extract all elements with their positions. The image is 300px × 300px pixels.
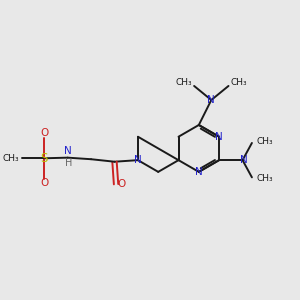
Text: CH₃: CH₃ bbox=[3, 154, 19, 163]
Text: O: O bbox=[40, 178, 48, 188]
Text: N: N bbox=[64, 146, 71, 156]
Text: N: N bbox=[134, 155, 142, 165]
Text: H: H bbox=[64, 158, 72, 168]
Text: N: N bbox=[240, 155, 248, 165]
Text: N: N bbox=[195, 167, 203, 177]
Text: CH₃: CH₃ bbox=[256, 137, 273, 146]
Text: CH₃: CH₃ bbox=[230, 78, 247, 87]
Text: CH₃: CH₃ bbox=[256, 174, 273, 183]
Text: CH₃: CH₃ bbox=[176, 78, 193, 87]
Text: S: S bbox=[40, 152, 48, 165]
Text: N: N bbox=[207, 95, 215, 105]
Text: O: O bbox=[40, 128, 48, 138]
Text: N: N bbox=[215, 132, 223, 142]
Text: O: O bbox=[118, 179, 126, 189]
